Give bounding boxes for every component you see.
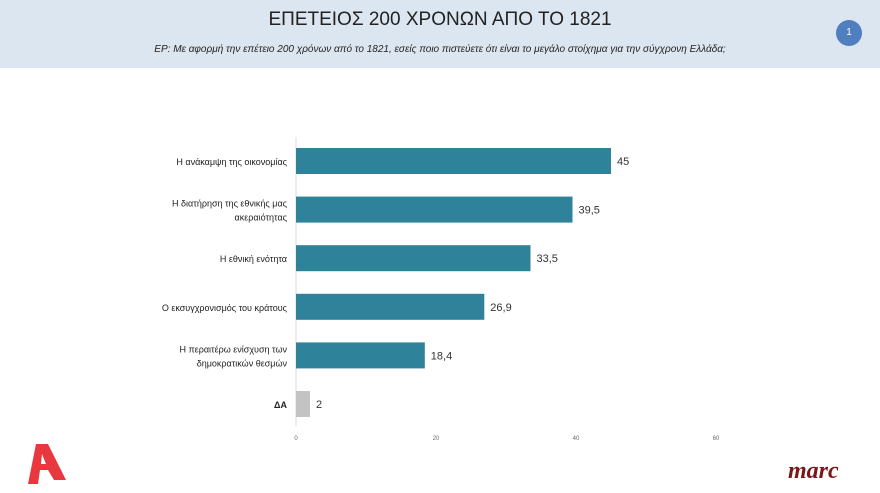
bar (296, 245, 531, 272)
bar (296, 148, 611, 174)
data-label: 33,5 (537, 253, 558, 265)
category-label: δημοκρατικών θεσμών (197, 358, 288, 368)
bar (296, 391, 310, 417)
header: ΕΠΕΤΕΙΟΣ 200 ΧΡΟΝΩΝ ΑΠΟ ΤΟ 1821 ΕΡ: Με α… (0, 0, 880, 68)
category-label: Η ανάκαμψη της οικονομίας (176, 157, 287, 167)
data-label: 26,9 (490, 302, 511, 314)
x-tick-label: 0 (294, 436, 298, 442)
x-tick-label: 40 (573, 436, 580, 442)
bar (296, 293, 485, 320)
alpha-logo (26, 440, 70, 491)
category-label: Η διατήρηση της εθνικής μας (172, 199, 288, 209)
data-label: 2 (316, 399, 322, 411)
x-tick-label: 60 (713, 436, 720, 442)
x-tick-label: 20 (433, 436, 440, 442)
data-label: 18,4 (431, 350, 452, 362)
page-number-badge: 1 (836, 20, 862, 46)
category-label: Η εθνική ενότητα (220, 254, 287, 264)
bar (296, 196, 573, 223)
page-title: ΕΠΕΤΕΙΟΣ 200 ΧΡΟΝΩΝ ΑΠΟ ΤΟ 1821 (268, 9, 612, 30)
bar (296, 342, 425, 369)
category-label: Η περαιτέρω ενίσχυση των (180, 344, 288, 354)
data-label: 39,5 (579, 205, 600, 217)
category-label: ακεραιότητας (235, 213, 288, 223)
question-text: ΕΡ: Με αφορμή την επέτειο 200 χρόνων από… (154, 44, 726, 55)
data-label: 45 (617, 156, 629, 168)
category-label: Ο εκσυγχρονισμός του κράτους (162, 303, 288, 313)
category-label: ΔΑ (274, 400, 287, 410)
marc-logo: marc (788, 458, 839, 484)
